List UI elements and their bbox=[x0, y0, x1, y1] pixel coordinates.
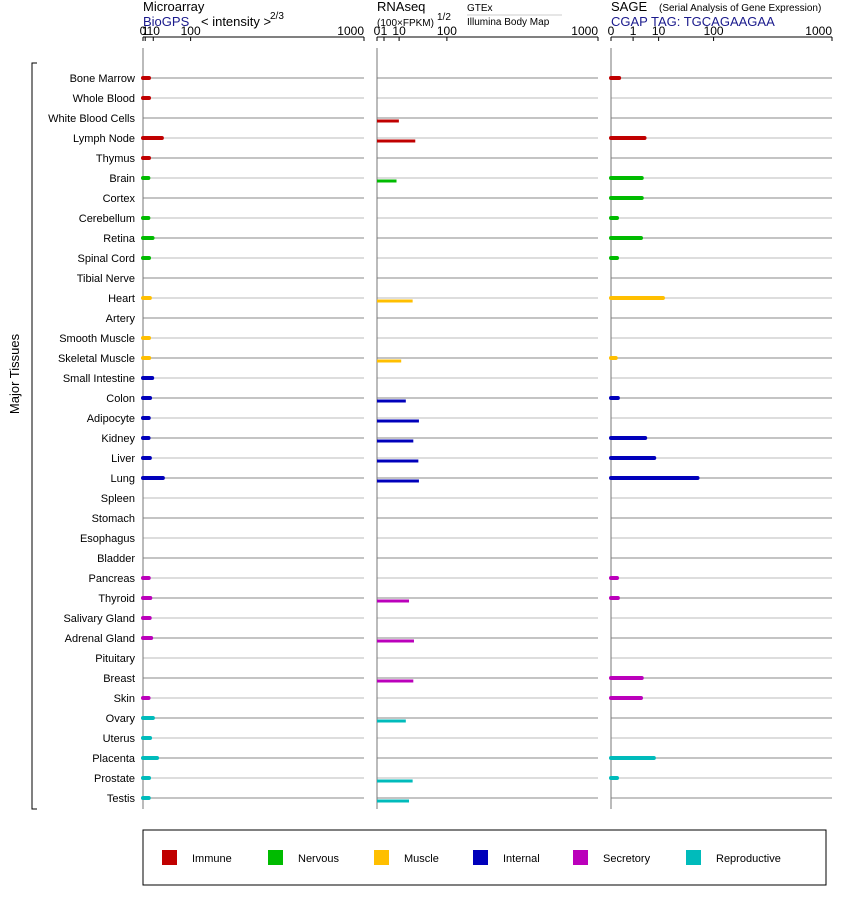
legend-label-secretory: Secretory bbox=[603, 853, 651, 865]
rnaseq-exponent: 1/2 bbox=[437, 12, 451, 23]
tissue-label: Pituitary bbox=[95, 653, 135, 665]
legend-swatch-immune bbox=[162, 850, 177, 865]
sage-title: SAGE bbox=[611, 0, 647, 14]
tick-label: 0 bbox=[374, 24, 381, 38]
rnaseq-source-gtex: GTEx bbox=[467, 3, 493, 14]
tissue-label: Ovary bbox=[106, 713, 136, 725]
rnaseq-unit: (100×FPKM) bbox=[377, 18, 434, 29]
tissue-label: Salivary Gland bbox=[63, 613, 135, 625]
tissue-label: Adipocyte bbox=[87, 413, 135, 425]
tissue-label: Thyroid bbox=[98, 593, 135, 605]
tissue-label: Lung bbox=[111, 473, 135, 485]
legend-label-internal: Internal bbox=[503, 853, 540, 865]
tissue-label: Thymus bbox=[96, 153, 136, 165]
tissue-label: Smooth Muscle bbox=[59, 333, 135, 345]
tick-label: 100 bbox=[181, 24, 201, 38]
tissue-label: Testis bbox=[107, 793, 136, 805]
tick-label: 10 bbox=[652, 24, 666, 38]
tick-label: 100 bbox=[704, 24, 724, 38]
tissue-label: Stomach bbox=[92, 513, 135, 525]
tissue-label: Skeletal Muscle bbox=[58, 353, 135, 365]
tissue-label: Tibial Nerve bbox=[77, 273, 135, 285]
tissue-label: Placenta bbox=[92, 753, 136, 765]
legend-label-reproductive: Reproductive bbox=[716, 853, 781, 865]
tissue-label: Spleen bbox=[101, 493, 135, 505]
sage-subtitle: (Serial Analysis of Gene Expression) bbox=[659, 3, 821, 14]
tissue-label: Uterus bbox=[103, 733, 136, 745]
legend-label-nervous: Nervous bbox=[298, 853, 339, 865]
tissue-bracket bbox=[31, 62, 37, 810]
tissue-label: Brain bbox=[109, 173, 135, 185]
tissue-label: Prostate bbox=[94, 773, 135, 785]
tissue-label: Pancreas bbox=[89, 573, 136, 585]
tissue-label: Kidney bbox=[101, 433, 135, 445]
tissue-label: Bone Marrow bbox=[70, 73, 135, 85]
tick-label: 1000 bbox=[337, 24, 364, 38]
legend-label-muscle: Muscle bbox=[404, 853, 439, 865]
tissue-labels: Bone Marrow Whole Blood White Blood Cells L… bbox=[48, 73, 136, 805]
tissue-label: Cortex bbox=[103, 193, 136, 205]
microarray-unit: < intensity > bbox=[201, 14, 271, 29]
legend-swatch-internal bbox=[473, 850, 488, 865]
microarray-title: Microarray bbox=[143, 0, 205, 14]
tissue-label: Colon bbox=[106, 393, 135, 405]
tissue-label: White Blood Cells bbox=[48, 113, 135, 125]
tissue-label: Artery bbox=[106, 313, 136, 325]
legend: Immune Nervous Muscle Internal Secretory Repr… bbox=[162, 850, 781, 865]
legend-swatch-muscle bbox=[374, 850, 389, 865]
legend-box bbox=[142, 829, 827, 886]
tissue-label: Liver bbox=[111, 453, 135, 465]
y-axis-label: Major Tissues bbox=[7, 333, 22, 414]
legend-label-immune: Immune bbox=[192, 853, 232, 865]
tick-label: 1000 bbox=[571, 24, 598, 38]
microarray-exponent: 2/3 bbox=[270, 11, 284, 22]
grid-lines bbox=[143, 77, 832, 799]
tick-label: 0 bbox=[608, 24, 615, 38]
tick-label: 100 bbox=[437, 24, 457, 38]
tissue-label: Small Intestine bbox=[63, 373, 135, 385]
tissue-label: Heart bbox=[108, 293, 135, 305]
tissue-label: Esophagus bbox=[80, 533, 136, 545]
tissue-label: Spinal Cord bbox=[78, 253, 135, 265]
tissue-label: Cerebellum bbox=[79, 213, 135, 225]
tissue-label: Adrenal Gland bbox=[65, 633, 135, 645]
legend-swatch-secretory bbox=[573, 850, 588, 865]
bars bbox=[141, 76, 700, 803]
tick-label: 1 bbox=[381, 24, 388, 38]
microarray-source[interactable]: BioGPS bbox=[143, 14, 190, 29]
tick-label: 10 bbox=[147, 24, 161, 38]
tissue-label: Lymph Node bbox=[73, 133, 135, 145]
tick-label: 1000 bbox=[805, 24, 832, 38]
tick-label: 10 bbox=[392, 24, 406, 38]
tissue-label: Bladder bbox=[97, 553, 135, 565]
tick-label: 1 bbox=[142, 24, 149, 38]
rnaseq-source-bodymap: Illumina Body Map bbox=[467, 17, 550, 28]
rnaseq-title: RNAseq bbox=[377, 0, 425, 14]
tissue-label: Breast bbox=[103, 673, 135, 685]
legend-swatch-nervous bbox=[268, 850, 283, 865]
tissue-label: Retina bbox=[103, 233, 136, 245]
tick-label: 0 bbox=[140, 24, 147, 38]
tissue-label: Skin bbox=[114, 693, 135, 705]
tick-label: 1 bbox=[630, 24, 637, 38]
tissue-label: Whole Blood bbox=[73, 93, 135, 105]
legend-swatch-reproductive bbox=[686, 850, 701, 865]
sage-tag[interactable]: CGAP TAG: TGCAGAAGAA bbox=[611, 14, 775, 29]
